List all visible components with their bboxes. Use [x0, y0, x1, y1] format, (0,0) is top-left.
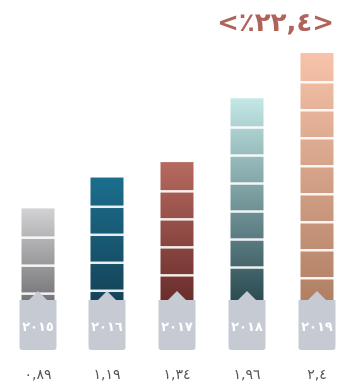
year-label-0: ٢٠١٥: [22, 320, 54, 335]
bar-0-stripe-1: [21, 264, 55, 267]
value-label-2: ١,٣٤: [163, 367, 190, 383]
bar-2-stripe-2: [160, 246, 194, 249]
bar-2-stripe-0: [160, 190, 194, 193]
year-tab-4: [298, 291, 336, 350]
year-tab-1: [88, 291, 126, 350]
year-label-2: ٢٠١٧: [161, 320, 193, 335]
value-label-4: ٢,٤: [307, 367, 327, 383]
bar-3-stripe-4: [230, 238, 264, 241]
value-label-3: ١,٩٦: [233, 367, 260, 383]
bar-4-stripe-3: [300, 165, 334, 168]
year-tab-3: [228, 291, 266, 350]
bar-1-stripe-0: [90, 205, 124, 209]
bar-3-stripe-0: [230, 126, 264, 129]
bar-1-stripe-3: [90, 289, 124, 293]
bar-3-stripe-5: [230, 266, 264, 269]
bar-4-stripe-2: [300, 137, 334, 140]
bar-0-stripe-0: [21, 236, 55, 239]
bar-4-stripe-5: [300, 221, 334, 224]
bar-4-stripe-1: [300, 109, 334, 112]
year-tab-2: [158, 291, 196, 350]
bar-3-stripe-2: [230, 182, 264, 185]
bar-4: [300, 53, 334, 322]
bars-group: ٢٠١٥ ٠,٨٩ ٢٠١٦ ١,١٩ ٢٠١٧ ١,٣٤ ٢٠١٨ ١,٩٦ ٢٠١٩ ٢,٤: [19, 53, 336, 383]
bar-4-stripe-7: [300, 277, 334, 280]
bar-3-stripe-1: [230, 154, 264, 157]
bar-4-stripe-4: [300, 193, 334, 196]
bar-1-stripe-2: [90, 261, 124, 265]
cagr-headline: <٪٢٢,٤>: [217, 8, 334, 38]
bar-3-stripe-3: [230, 210, 264, 213]
year-label-4: ٢٠١٩: [301, 320, 333, 335]
value-label-0: ٠,٨٩: [24, 367, 51, 383]
year-tab-0: [19, 291, 57, 350]
bar-4-stripe-0: [300, 81, 334, 84]
year-label-3: ٢٠١٨: [231, 320, 263, 335]
year-label-1: ٢٠١٦: [91, 320, 123, 335]
bar-2-stripe-3: [160, 274, 194, 277]
bar-1-stripe-1: [90, 233, 124, 237]
bar-4-stripe-6: [300, 249, 334, 252]
bar-3: [230, 98, 264, 323]
bar-2-stripe-1: [160, 218, 194, 221]
value-label-1: ١,١٩: [93, 367, 120, 383]
